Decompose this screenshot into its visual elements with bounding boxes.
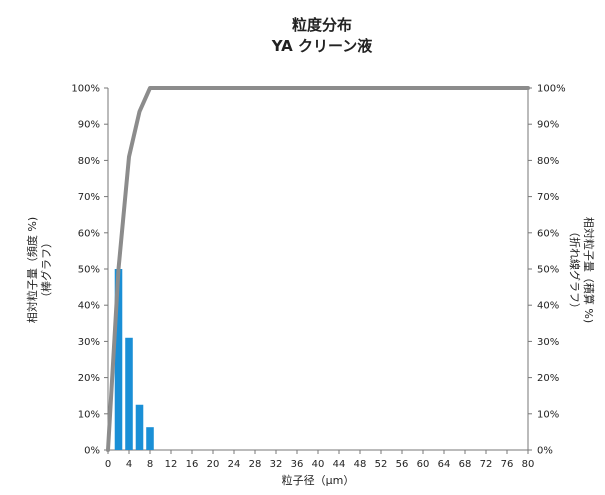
right-y-tick-label: 90% [537,120,559,131]
x-tick-label: 36 [291,459,304,470]
x-tick-label: 12 [165,459,178,470]
x-tick-label: 16 [186,459,199,470]
x-tick-label: 44 [333,459,346,470]
cumulative-series-line [106,86,530,452]
x-tick-label: 60 [417,459,430,470]
left-y-tick-label: 30% [78,337,100,348]
x-tick-label: 76 [501,459,514,470]
left-y-tick-label: 60% [78,228,100,239]
x-tick-label: 32 [270,459,283,470]
x-tick-label: 64 [438,459,451,470]
right-y-tick-label: 20% [537,373,559,384]
left-y-tick-label: 0% [84,446,100,457]
left-axis-label-line1: 相対粒子量（頻度 %) [25,217,39,323]
left-axis-label-line2: （棒グラフ） [39,237,53,303]
right-y-tick-label: 30% [537,337,559,348]
left-axis-label: 相対粒子量（頻度 %) （棒グラフ） [25,217,53,323]
right-y-tick-label: 80% [537,156,559,167]
frequency-bar [146,427,154,450]
x-tick-label: 52 [375,459,388,470]
right-y-tick-label: 0% [537,446,553,457]
left-y-tick-label: 40% [78,301,100,312]
right-y-tick-label: 40% [537,301,559,312]
frequency-bars [114,269,154,450]
frequency-bar [125,337,133,450]
chart-title: 粒度分布 [292,16,352,34]
tick-labels: 0% 0% 10% 10% 20% 20% 30% 30% 40% 40% 50% 50% 60% 60%… [71,84,565,471]
x-tick-label: 0 [105,459,111,470]
frequency-bar [114,269,123,450]
x-tick-label: 40 [312,459,325,470]
x-tick-label: 48 [354,459,367,470]
right-axis-label-line2: （折れ線グラフ） [568,226,582,314]
x-tick-label: 28 [249,459,262,470]
left-y-tick-label: 10% [78,409,100,420]
left-y-tick-label: 80% [78,156,100,167]
x-tick-label: 4 [126,459,132,470]
right-y-tick-label: 50% [537,265,559,276]
left-y-tick-label: 100% [71,84,100,95]
right-y-tick-label: 60% [537,228,559,239]
x-tick-label: 24 [228,459,241,470]
x-axis-label: 粒子径（μm） [282,473,355,487]
left-y-tick-label: 70% [78,192,100,203]
cumulative-line [106,86,530,452]
x-tick-label: 56 [396,459,409,470]
left-y-tick-label: 90% [78,120,100,131]
right-y-tick-label: 10% [537,409,559,420]
chart-subtitle: YA クリーン液 [271,37,374,55]
right-axis-label-line1: 相対粒子量（積算 %) [582,217,596,323]
x-tick-label: 80 [522,459,535,470]
right-y-tick-label: 100% [537,84,566,95]
left-y-tick-label: 20% [78,373,100,384]
right-axis-label: 相対粒子量（積算 %) （折れ線グラフ） [568,217,596,323]
x-tick-label: 8 [147,459,153,470]
x-tick-label: 68 [459,459,472,470]
axes [104,87,532,454]
frequency-bar [135,404,144,450]
x-tick-label: 20 [207,459,220,470]
left-y-tick-label: 50% [78,265,100,276]
right-y-tick-label: 70% [537,192,559,203]
x-tick-label: 72 [480,459,493,470]
